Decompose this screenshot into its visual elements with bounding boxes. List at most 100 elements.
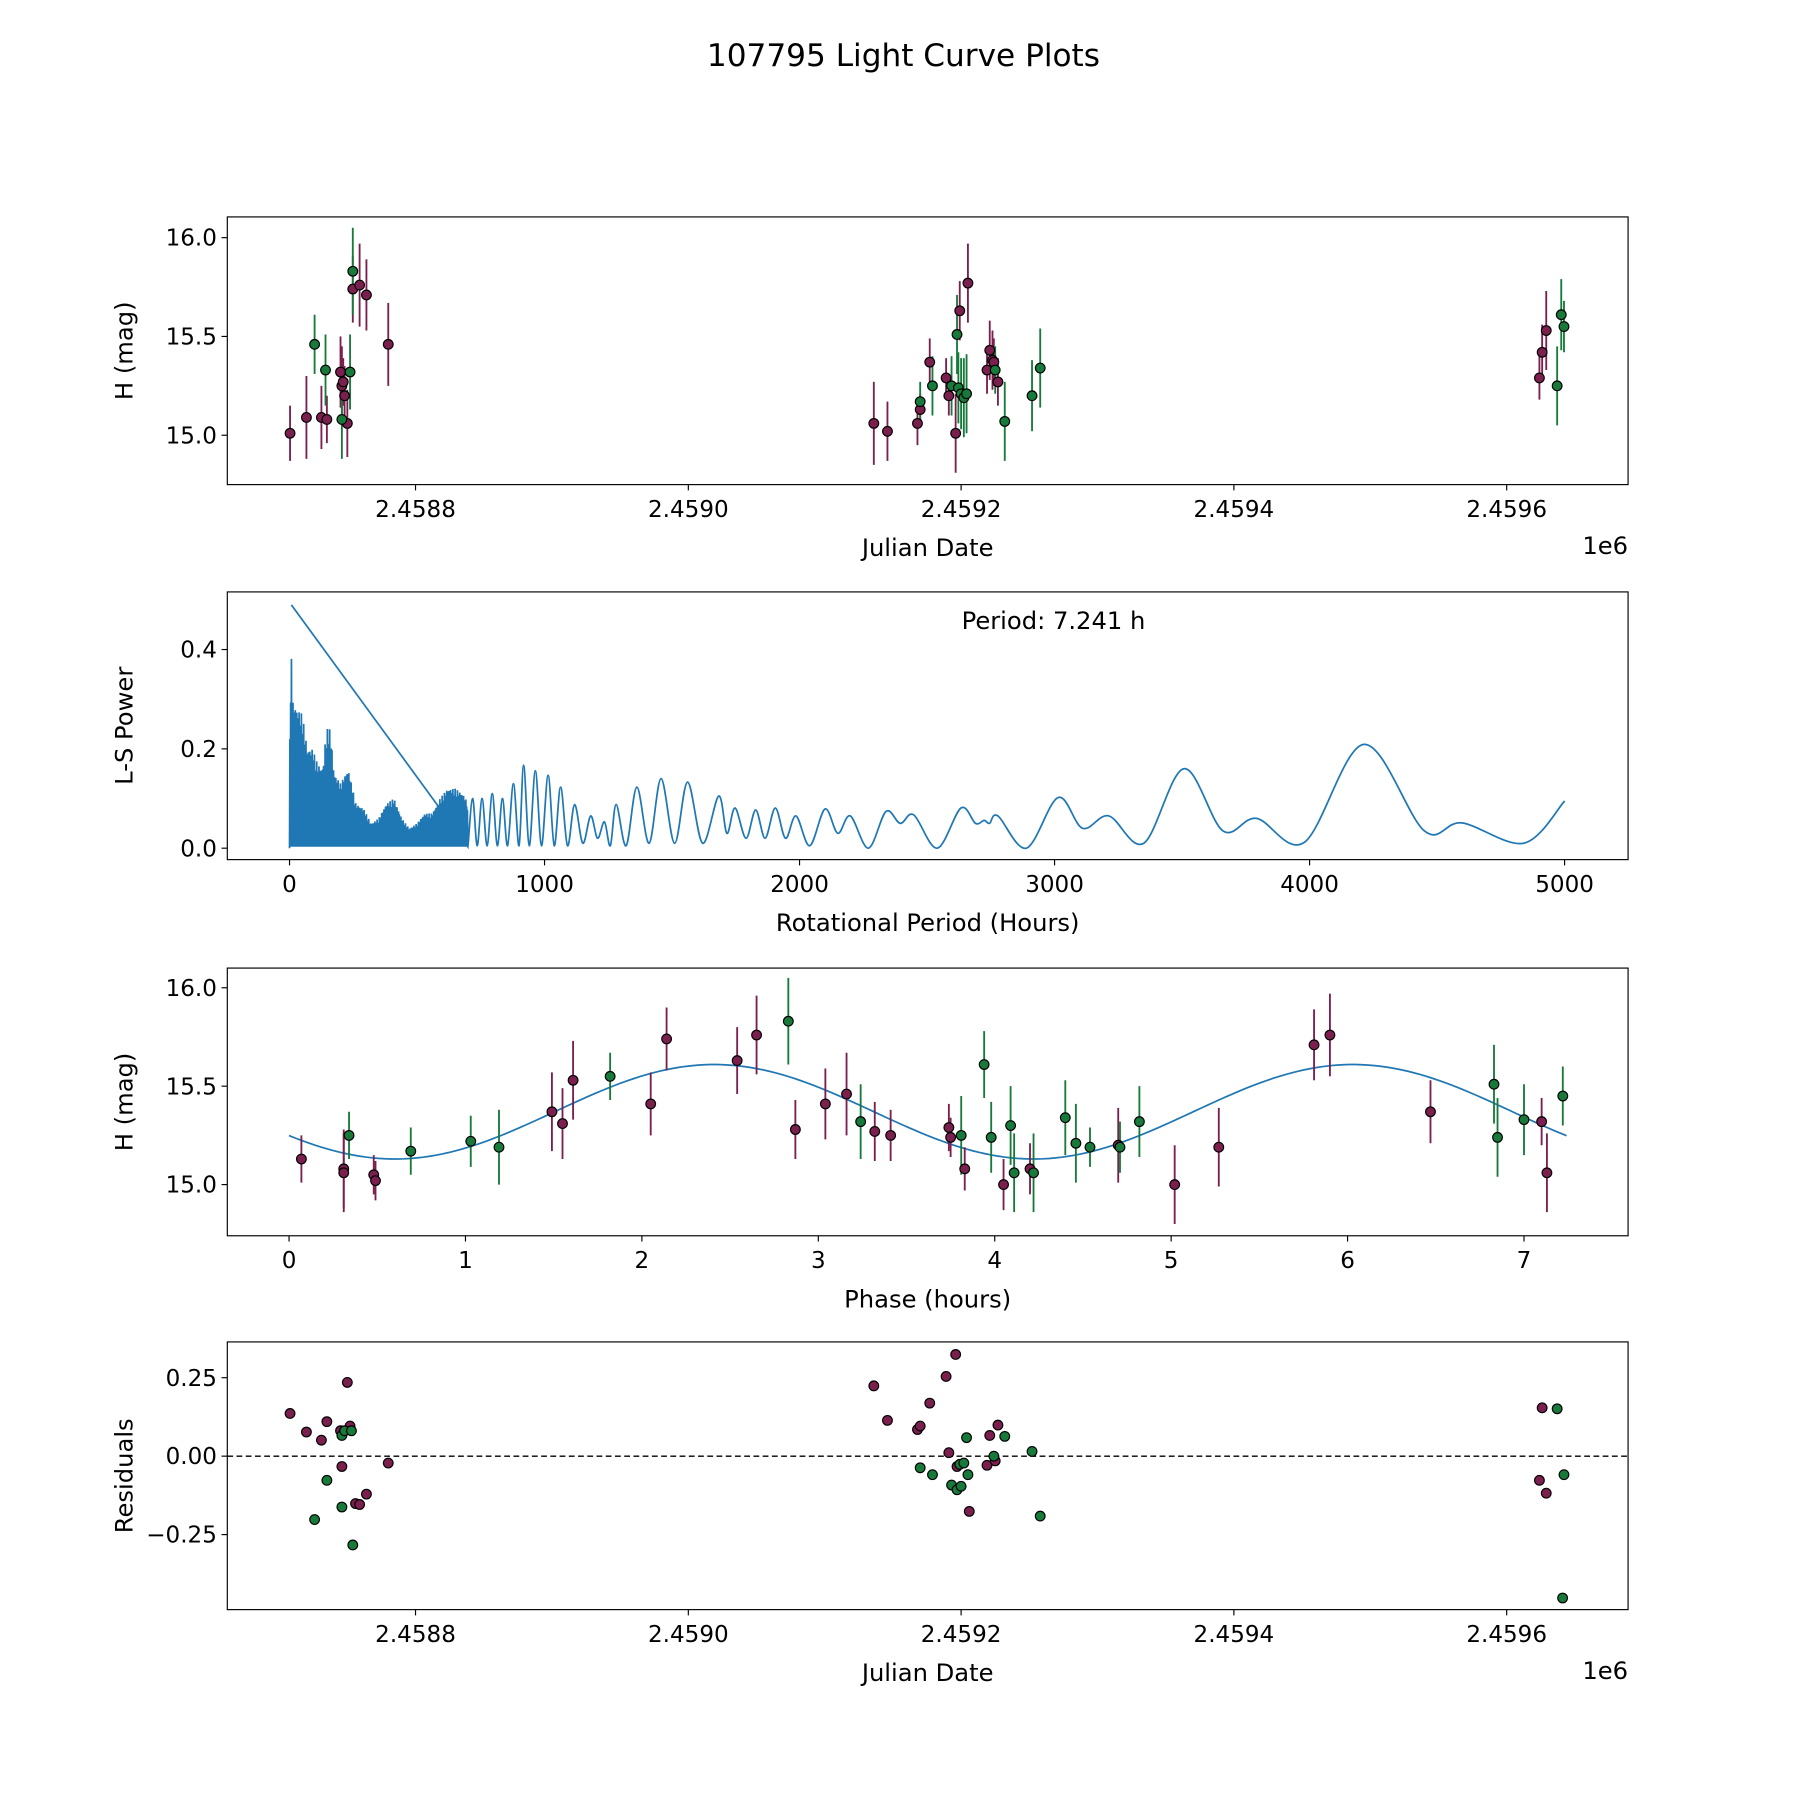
data-point	[782, 1015, 794, 1027]
x-tick-label: 0	[282, 872, 297, 898]
data-point	[339, 390, 351, 402]
data-point	[344, 366, 356, 378]
data-point	[988, 1450, 1000, 1462]
data-point	[493, 1141, 505, 1153]
y-tick-label: 15.0	[166, 1173, 217, 1199]
data-point	[789, 1124, 801, 1135]
data-point	[962, 1469, 974, 1481]
data-point	[382, 1457, 394, 1469]
data-point	[999, 415, 1011, 427]
data-point	[981, 1459, 993, 1471]
data-point	[336, 413, 348, 425]
data-point	[945, 1131, 957, 1143]
data-point	[924, 1397, 936, 1409]
data-point	[962, 277, 974, 289]
data-point	[882, 1414, 893, 1426]
data-point	[961, 388, 972, 400]
light-curve-axes-frame	[226, 216, 1629, 486]
data-point	[1070, 1137, 1082, 1149]
residuals-panel: 2.4588 2.4590 2.4592 2.4594 2.4596 −0.25 0.00 0…	[111, 1341, 1629, 1687]
x-tick-label: 4	[987, 1248, 1002, 1274]
data-point	[347, 265, 359, 277]
data-point	[1425, 1106, 1436, 1118]
data-point	[819, 1098, 831, 1110]
phase-folded-plot-area	[288, 977, 1569, 1224]
x-tick-label: 1000	[515, 872, 574, 898]
data-point	[1084, 1141, 1096, 1153]
x-tick-label: 2.4590	[648, 497, 729, 523]
data-point	[309, 338, 321, 350]
periodogram-panel: 0 1000 2000 3000 4000 5000 0.0 0.2 0.4 Rotational…	[111, 591, 1629, 937]
data-point	[984, 344, 996, 356]
data-point	[1034, 1510, 1046, 1522]
y-axis-label: Residuals	[111, 1418, 139, 1533]
x-tick-label: 0	[282, 1248, 297, 1274]
data-point	[1558, 1469, 1570, 1481]
y-tick-label: 0.0	[180, 836, 217, 862]
data-point	[346, 1425, 357, 1437]
x-tick-label: 1	[458, 1248, 473, 1274]
data-point	[1540, 325, 1552, 336]
data-point	[950, 427, 962, 439]
data-point	[914, 1420, 926, 1432]
data-point	[1541, 1167, 1553, 1179]
data-point	[1114, 1141, 1126, 1153]
data-point	[999, 1430, 1011, 1442]
data-point	[951, 329, 963, 340]
x-offset-label: 1e6	[1582, 532, 1628, 560]
data-point	[309, 1514, 321, 1525]
data-point	[992, 1419, 1004, 1431]
y-tick-label: 15.0	[166, 423, 217, 449]
y-axis-label: L-S Power	[111, 667, 139, 785]
x-tick-label: 2	[635, 1248, 650, 1274]
data-point	[992, 376, 1004, 388]
x-tick-label: 5	[1164, 1248, 1179, 1274]
data-point	[1518, 1114, 1530, 1126]
data-point	[984, 1430, 996, 1441]
x-tick-label: 7	[1517, 1248, 1532, 1274]
data-point	[885, 1129, 897, 1141]
residuals-plot-area	[227, 1349, 1629, 1604]
data-point	[841, 1088, 852, 1100]
data-point	[315, 1434, 327, 1446]
data-point	[1551, 1403, 1563, 1415]
data-point	[295, 1153, 307, 1165]
x-tick-label: 2.4588	[375, 1622, 456, 1648]
data-point	[1557, 1090, 1569, 1102]
data-point	[924, 356, 936, 368]
data-point	[338, 1167, 350, 1179]
data-point	[361, 289, 372, 301]
data-point	[1059, 1112, 1071, 1124]
data-point	[321, 1474, 333, 1486]
x-axis-label: Julian Date	[860, 1659, 994, 1687]
data-point	[336, 1461, 348, 1472]
data-point	[382, 338, 394, 350]
data-point	[465, 1135, 477, 1147]
y-tick-label: 0.4	[180, 638, 217, 664]
x-tick-label: 2.4588	[375, 497, 456, 523]
data-point	[955, 1129, 967, 1141]
y-axis-label: H (mag)	[111, 301, 139, 400]
data-point	[914, 1462, 926, 1474]
y-tick-label: 0.00	[166, 1444, 217, 1470]
data-point	[336, 1501, 348, 1513]
data-point	[914, 396, 926, 408]
data-point	[341, 1376, 353, 1388]
periodogram-axes-frame	[226, 591, 1629, 861]
phase-folded-panel: 0 1 2 3 4 5 6 7 15.0 15.5 16.0 Phase (hours) H (mag)	[111, 967, 1629, 1313]
y-tick-label: 15.5	[166, 1074, 217, 1100]
x-axis-label: Julian Date	[860, 534, 994, 562]
data-point	[1034, 362, 1046, 374]
x-tick-label: 2.4596	[1466, 1622, 1547, 1648]
y-axis-label: H (mag)	[111, 1053, 139, 1152]
data-point	[1169, 1179, 1181, 1191]
data-point	[1005, 1120, 1017, 1131]
x-tick-label: 2.4592	[921, 1622, 1002, 1648]
data-point	[321, 1416, 333, 1428]
data-point	[300, 412, 312, 423]
data-point	[751, 1029, 762, 1041]
data-point	[661, 1033, 673, 1045]
data-point	[943, 1447, 955, 1459]
data-point	[855, 1116, 867, 1128]
y-tick-label: 16.0	[166, 976, 217, 1002]
